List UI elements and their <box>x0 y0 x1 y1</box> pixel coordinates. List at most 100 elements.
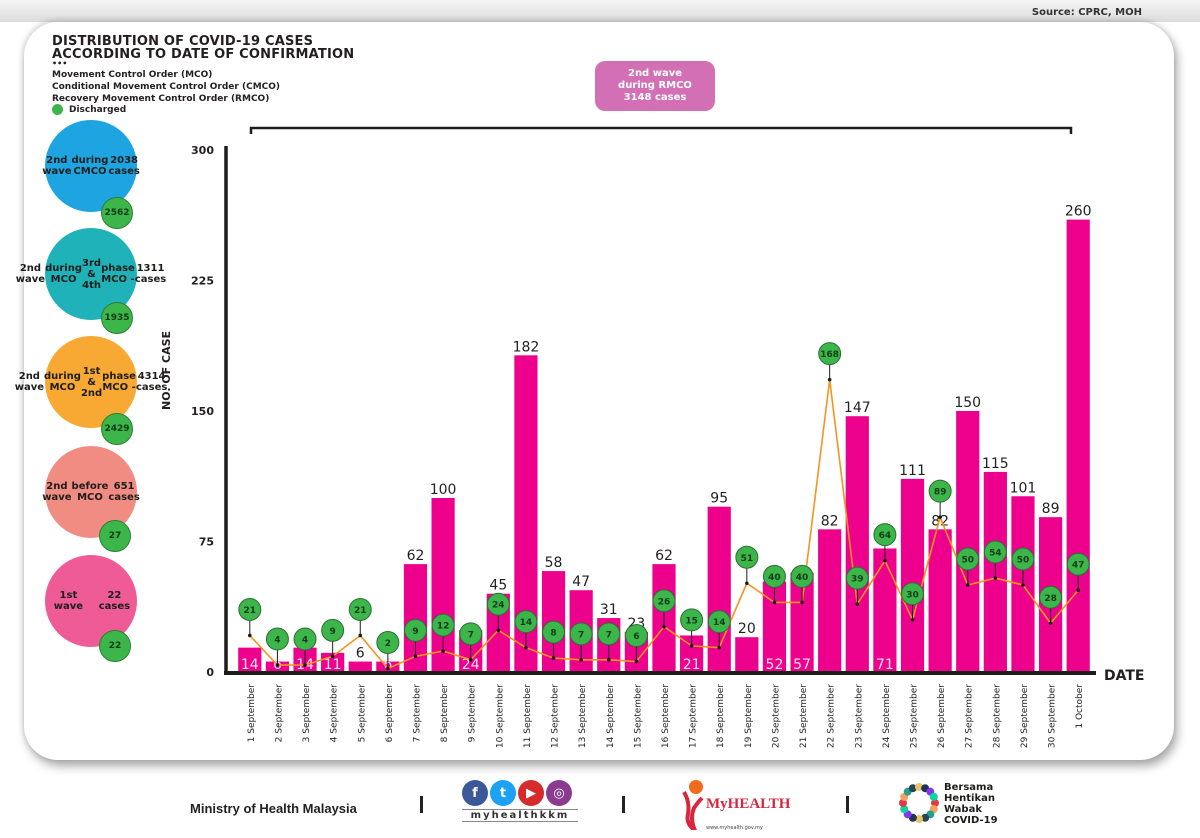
bar <box>873 548 897 672</box>
discharged-marker <box>376 631 400 655</box>
wave-bubble-line: 651 cases <box>108 481 140 503</box>
ring-dot <box>900 805 909 814</box>
x-tick-label: 18 September <box>716 684 726 748</box>
bar <box>900 478 925 672</box>
discharged-value-label: 24 <box>492 601 505 611</box>
source-label: Source: CPRC, MOH <box>1031 7 1142 18</box>
y-axis-label: NO. OF CASE <box>160 330 173 410</box>
wave-bubble-line: phase MCO - <box>101 263 135 285</box>
bersama-ring-icon <box>899 783 939 823</box>
discharged-value-label: 64 <box>879 531 892 541</box>
discharged-value-label: 28 <box>1044 594 1057 604</box>
wave-bubble-line: during MCO <box>44 371 81 393</box>
bersama-logo: Bersama Hentikan Wabak COVID-19 <box>896 778 1046 834</box>
x-tick-label: 10 September <box>495 684 505 748</box>
x-tick-label: 27 September <box>965 684 975 748</box>
legend-rmco: Recovery Movement Control Order (RMCO) <box>52 94 270 104</box>
discharged-value-label: 4 <box>274 636 280 646</box>
discharged-value-label: 50 <box>1017 556 1030 566</box>
y-tick-label: 225 <box>191 275 214 288</box>
legend-cmco: Conditional Movement Control Order (CMCO… <box>52 82 281 92</box>
wave-bubble-line: 2038 cases <box>108 155 140 177</box>
discharged-marker <box>321 618 345 642</box>
discharged-value-label: 9 <box>412 627 418 637</box>
bar-value-label: 6 <box>356 646 365 662</box>
facebook-icon[interactable]: f <box>462 780 488 806</box>
discharged-value-label: 40 <box>796 573 809 583</box>
discharged-marker <box>624 624 648 648</box>
bar-value-label: 62 <box>655 548 673 564</box>
y-tick-label: 150 <box>191 405 214 418</box>
x-tick-label: 23 September <box>854 684 864 748</box>
wave-bubble-line: 2nd wave <box>15 263 46 285</box>
y-tick-label: 300 <box>191 144 214 157</box>
bar <box>735 637 759 672</box>
discharged-marker <box>597 622 621 646</box>
ministry-label: Ministry of Health Malaysia <box>190 801 357 816</box>
twitter-icon[interactable]: t <box>490 780 516 806</box>
rmco-line-2: during RMCO <box>618 80 692 91</box>
discharged-value-label: 40 <box>768 573 781 583</box>
ring-dot <box>915 783 923 791</box>
bar <box>845 416 869 672</box>
ring-dot <box>899 799 907 807</box>
separator <box>420 796 423 813</box>
legend-discharged-label: Discharged <box>69 104 127 115</box>
instagram-icon[interactable]: ◎ <box>546 780 572 806</box>
bar-value-label: 14 <box>241 657 259 673</box>
bersama-line: Hentikan <box>944 793 995 804</box>
bar-value-label: 150 <box>954 395 981 411</box>
bar-value-label: 31 <box>600 602 618 618</box>
discharged-marker <box>1011 547 1035 571</box>
discharged-value-label: 21 <box>244 606 257 616</box>
discharged-marker <box>873 523 897 547</box>
myhealth-name: MyHEALTH <box>706 796 791 812</box>
bar-value-label: 45 <box>489 578 507 594</box>
bar-value-label: 11 <box>324 657 342 673</box>
discharged-value-label: 4 <box>302 636 308 646</box>
discharged-value-label: 30 <box>906 590 919 600</box>
discharged-marker <box>707 610 731 634</box>
x-tick-label: 7 September <box>412 684 422 743</box>
discharged-value-label: 47 <box>1072 561 1085 571</box>
youtube-icon[interactable]: ▶ <box>518 780 544 806</box>
discharged-value-label: 7 <box>468 630 474 640</box>
discharged-marker <box>293 627 317 651</box>
x-tick-label: 4 September <box>330 684 340 743</box>
discharged-value-label: 9 <box>330 627 336 637</box>
y-tick-label: 75 <box>199 536 214 549</box>
x-tick-label: 14 September <box>606 684 616 748</box>
x-tick-label: 29 September <box>1020 684 1030 748</box>
social-handle[interactable]: myhealthkkm <box>462 809 578 822</box>
discharged-value-label: 2 <box>385 639 391 649</box>
bar <box>403 564 428 672</box>
x-tick-label: 16 September <box>661 684 671 748</box>
bar-value-label: 20 <box>738 621 756 637</box>
bar <box>928 529 952 672</box>
discharged-marker <box>762 564 786 588</box>
x-tick-label: 25 September <box>910 684 920 748</box>
bar <box>514 355 538 672</box>
separator <box>846 796 849 813</box>
bar-value-label: 89 <box>1042 501 1060 517</box>
bar-value-label: 62 <box>407 548 425 564</box>
wave-discharged-badge: 1935 <box>101 302 133 334</box>
rmco-annotation: 2nd wave during RMCO 3148 cases <box>595 61 715 111</box>
discharged-marker <box>265 627 289 651</box>
legend-discharged: Discharged <box>52 104 126 115</box>
x-tick-label: 15 September <box>633 684 643 748</box>
x-tick-label: 17 September <box>689 684 699 748</box>
social-links: f t ▶ ◎ myhealthkkm <box>462 780 578 822</box>
bar-value-label: 111 <box>899 463 926 479</box>
bar <box>790 572 814 672</box>
discharged-value-label: 8 <box>550 629 556 639</box>
x-tick-label: 24 September <box>882 684 892 748</box>
y-tick-label: 0 <box>206 666 214 679</box>
bar-value-label: 147 <box>844 400 871 416</box>
discharged-marker <box>1039 585 1063 609</box>
discharged-value-label: 39 <box>851 575 864 585</box>
discharged-marker <box>790 564 814 588</box>
ring-dot <box>931 799 939 807</box>
bar-value-label: 95 <box>710 491 728 507</box>
x-tick-label: 6 September <box>385 684 395 743</box>
